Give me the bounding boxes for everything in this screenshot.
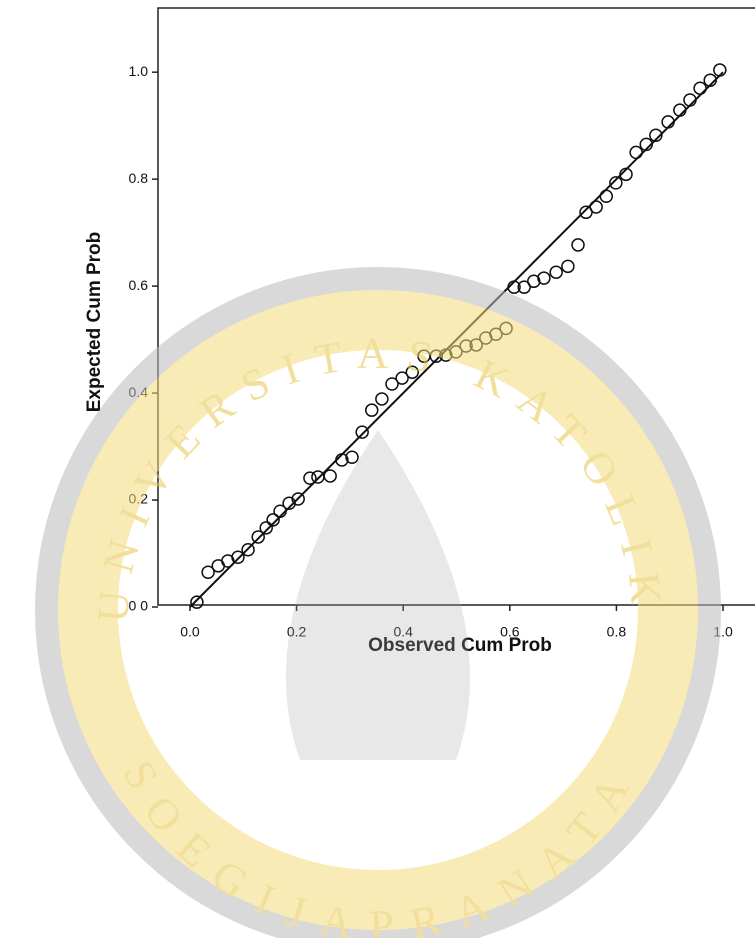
y-axis-label: Expected Cum Prob [84, 232, 105, 413]
point [703, 73, 717, 87]
y-tick-label: 0.8 [129, 170, 149, 186]
point [201, 565, 215, 579]
point [345, 450, 359, 464]
y-tick-label: 0.6 [129, 277, 149, 293]
point [639, 137, 654, 152]
point [241, 543, 255, 557]
point [266, 513, 280, 527]
x-tick-label: 0.4 [393, 624, 413, 640]
point [231, 550, 245, 565]
plot-frame [157, 7, 755, 606]
point [259, 521, 273, 535]
point [561, 259, 575, 274]
point [190, 595, 204, 609]
x-tick-label: 0.2 [287, 624, 307, 640]
point [251, 530, 265, 544]
x-tick-label: 0.6 [500, 624, 520, 640]
point [335, 453, 349, 467]
point [303, 471, 317, 485]
point [405, 365, 420, 379]
point [713, 63, 727, 77]
watermark-emblem [285, 430, 471, 760]
point [693, 81, 707, 95]
watermark-bottom-text: SOEGIJAPRANATA [113, 753, 629, 938]
point [683, 93, 697, 107]
point [549, 265, 563, 279]
point [527, 274, 541, 289]
point [291, 492, 305, 506]
point [571, 238, 585, 252]
y-tick-label: 1.0 [129, 63, 149, 79]
y-tick-label: 0 0 [129, 598, 149, 614]
point [517, 280, 531, 294]
point [364, 403, 379, 417]
point [507, 280, 521, 294]
point [385, 377, 399, 391]
x-axis-label: Observed Cum Prob [368, 635, 552, 656]
point [599, 189, 614, 204]
x-tick-label: 0.0 [180, 624, 200, 640]
point [629, 145, 643, 160]
point [673, 103, 687, 117]
point [395, 371, 409, 385]
watermark-bottom: SOEGIJAPRANATA [113, 753, 647, 938]
point [579, 205, 593, 220]
point [609, 176, 623, 190]
point [273, 504, 287, 519]
point [589, 200, 603, 214]
x-tick-label: 0.8 [607, 624, 627, 640]
point [537, 271, 551, 285]
watermark-ring [35, 267, 721, 938]
point [311, 470, 325, 484]
point [355, 425, 369, 439]
watermark-band [58, 290, 698, 930]
point [619, 167, 633, 182]
point [649, 128, 663, 143]
point [323, 469, 337, 483]
watermark: UNIVERSITAS KATOLIK SOEGIJAPRANATA [35, 267, 721, 938]
point [375, 392, 389, 406]
point [661, 115, 675, 129]
